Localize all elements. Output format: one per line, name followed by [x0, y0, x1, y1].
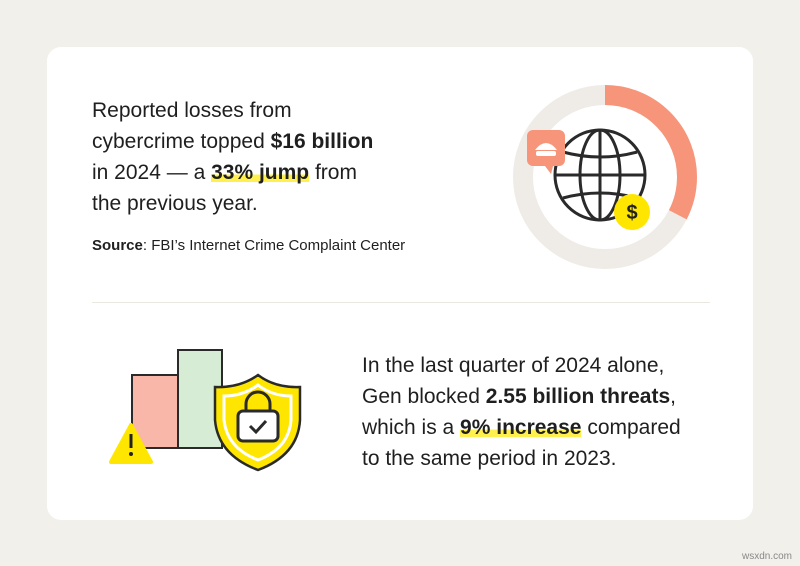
- source-label: Source: [92, 237, 143, 254]
- stat-2-text: In the last quarter of 2024 alone, Gen b…: [362, 350, 681, 474]
- globe-illustration: $: [513, 85, 697, 269]
- text: the previous year.: [92, 192, 258, 215]
- source-text: : FBI’s Internet Crime Complaint Center: [142, 237, 406, 254]
- text: In the last quarter of 2024 alone,: [362, 354, 665, 377]
- text: compared: [587, 416, 681, 439]
- stat-1-text: Reported losses from cybercrime topped $…: [92, 95, 373, 219]
- text: from: [314, 161, 357, 184]
- text: Gen blocked: [362, 385, 480, 408]
- bold-text: 2.55 billion threats: [485, 385, 671, 408]
- text: which is a: [362, 416, 455, 439]
- highlight-text: 33% jump: [211, 161, 310, 184]
- text: cybercrime topped: [92, 130, 265, 153]
- watermark: wsxdn.com: [741, 551, 792, 562]
- text: to the same period in 2023.: [362, 447, 617, 470]
- text: in 2024 — a: [92, 161, 206, 184]
- text: Reported losses from: [92, 99, 292, 122]
- bold-text: $16 billion: [270, 130, 374, 153]
- highlight-text: 9% increase: [460, 416, 582, 439]
- shield-illustration: [109, 349, 302, 472]
- svg-text:$: $: [626, 202, 637, 224]
- divider: [92, 302, 710, 303]
- text: ,: [670, 385, 676, 408]
- source: Source: FBI’s Internet Crime Complaint C…: [92, 237, 405, 254]
